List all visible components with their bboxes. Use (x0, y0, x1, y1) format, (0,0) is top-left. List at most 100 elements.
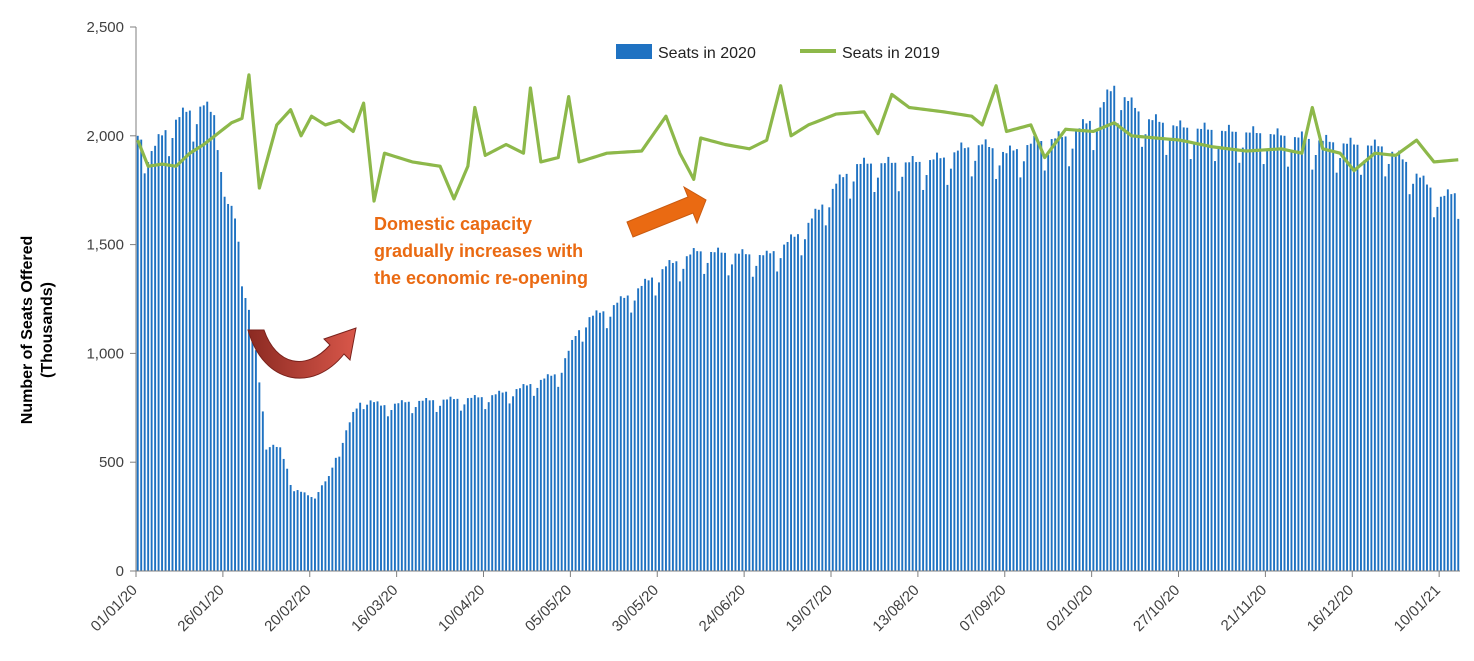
bar-seats-2020 (1405, 161, 1408, 571)
bar-seats-2020 (831, 188, 834, 571)
bar-seats-2020 (1238, 162, 1241, 571)
x-tick-label: 13/08/20 (869, 582, 922, 635)
bar-seats-2020 (1446, 189, 1449, 571)
bar-seats-2020 (1141, 146, 1143, 571)
bar-seats-2020 (1224, 131, 1227, 571)
bar-seats-2020 (261, 411, 264, 571)
bar-seats-2020 (477, 397, 480, 571)
bar-seats-2020 (984, 139, 987, 571)
bar-seats-2020 (814, 208, 817, 571)
bar-seats-2020 (793, 236, 796, 571)
bar-seats-2020 (1280, 135, 1282, 572)
bar-seats-2020 (1189, 159, 1192, 572)
x-tick-label: 05/05/20 (522, 582, 575, 635)
bar-seats-2020 (1109, 91, 1112, 571)
bar-seats-2020 (320, 485, 323, 571)
bar-seats-2020 (1380, 146, 1383, 571)
bar-seats-2020 (953, 152, 956, 571)
bar-seats-2020 (1200, 128, 1203, 571)
bar-seats-2020 (689, 254, 692, 571)
bar-seats-2020 (838, 174, 841, 572)
bar-seats-2020 (1394, 154, 1397, 572)
bar-seats-2020 (494, 394, 497, 571)
bar-seats-2020 (185, 111, 188, 572)
bar-seats-2020 (324, 481, 327, 571)
x-tick-label: 07/09/20 (956, 582, 1009, 635)
bar-seats-2020 (1426, 184, 1428, 572)
bar-seats-2020 (901, 176, 904, 571)
bar-seats-2020 (630, 312, 633, 571)
bar-seats-2020 (140, 139, 143, 572)
bar-seats-2020 (539, 379, 542, 571)
bar-seats-2020 (1432, 217, 1435, 571)
bar-seats-2020 (1297, 137, 1300, 572)
bar-seats-2020 (1221, 130, 1223, 571)
bar-seats-2020 (922, 189, 925, 571)
bar-seats-2020 (1321, 140, 1324, 571)
bar-seats-2020 (453, 399, 455, 571)
bar-seats-2020 (206, 101, 209, 571)
bar-seats-2020 (963, 148, 966, 571)
bar-seats-2020 (414, 407, 417, 571)
bar-seats-2020 (623, 297, 626, 571)
x-tick-label: 24/06/20 (696, 582, 749, 635)
bar-seats-2020 (227, 203, 230, 572)
bar-seats-2020 (473, 395, 476, 571)
bar-seats-2020 (616, 302, 619, 571)
bar-seats-2020 (658, 282, 660, 571)
bar-seats-2020 (188, 110, 191, 571)
bar-seats-2020 (915, 162, 918, 571)
bar-seats-2020 (195, 124, 198, 572)
bar-seats-2020 (1318, 140, 1321, 571)
bar-seats-2020 (1168, 140, 1171, 572)
bar-seats-2020 (585, 327, 587, 571)
x-tick-label: 27/10/20 (1130, 582, 1183, 635)
bar-seats-2020 (619, 296, 622, 571)
bar-seats-2020 (845, 173, 848, 571)
bar-seats-2020 (1026, 145, 1029, 572)
bar-seats-2020 (275, 446, 278, 571)
bar-seats-2020 (904, 162, 907, 571)
bar-seats-2020 (1377, 146, 1380, 571)
bar-seats-2020 (1203, 122, 1206, 572)
bar-seats-2020 (352, 411, 355, 571)
bar-seats-2020 (1217, 145, 1220, 571)
x-tick-label: 02/10/20 (1043, 582, 1096, 635)
bar-seats-2020 (1231, 131, 1234, 571)
bar-seats-2020 (296, 490, 299, 571)
bar-seats-2020 (633, 300, 636, 571)
x-tick-label: 16/12/20 (1304, 582, 1357, 635)
bar-seats-2020 (181, 107, 184, 571)
bar-seats-2020 (821, 204, 824, 571)
bar-seats-2020 (341, 442, 344, 571)
bar-seats-2020 (1391, 151, 1394, 571)
bar-seats-2020 (449, 396, 452, 571)
bar-seats-2020 (362, 409, 365, 571)
bar-seats-2020 (310, 497, 313, 571)
bar-seats-2020 (1332, 142, 1335, 571)
bars-seats-2020 (136, 85, 1460, 572)
bar-seats-2020 (1151, 120, 1154, 571)
y-tick-label: 500 (99, 454, 124, 471)
bar-seats-2020 (765, 250, 768, 571)
bar-seats-2020 (168, 156, 170, 571)
bar-seats-2020 (1384, 176, 1387, 571)
bar-seats-2020 (1019, 177, 1022, 571)
bar-seats-2020 (1033, 135, 1036, 571)
bar-seats-2020 (887, 156, 890, 571)
bar-seats-2020 (286, 468, 289, 571)
bar-seats-2020 (150, 151, 153, 571)
bar-seats-2020 (856, 164, 859, 571)
bar-seats-2020 (1353, 144, 1355, 571)
bar-seats-2020 (870, 163, 872, 571)
bar-seats-2020 (699, 251, 702, 571)
bar-seats-2020 (428, 400, 431, 571)
bar-seats-2020 (425, 397, 428, 571)
x-tick-label: 19/07/20 (783, 582, 836, 635)
bar-seats-2020 (932, 159, 935, 571)
annotation-line1: Domestic capacity (374, 214, 532, 234)
bar-seats-2020 (303, 492, 306, 571)
bar-seats-2020 (755, 265, 758, 571)
x-tick-label: 16/03/20 (348, 582, 401, 635)
